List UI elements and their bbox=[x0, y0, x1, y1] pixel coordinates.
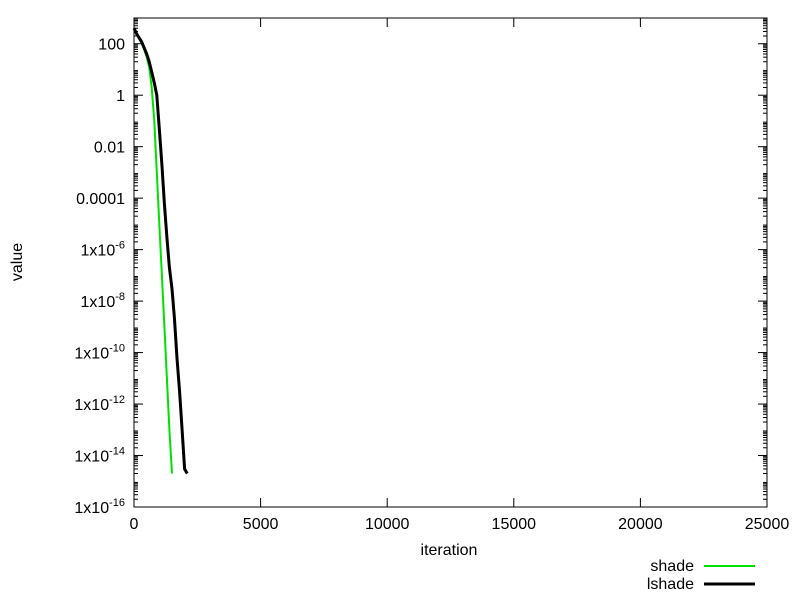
y-tick-label: 1x10-16 bbox=[74, 497, 125, 517]
y-tick-label: 1x10-8 bbox=[81, 291, 125, 311]
y-axis-label: value bbox=[9, 243, 26, 281]
y-tick-label: 1x10-6 bbox=[81, 240, 125, 260]
x-tick-label: 10000 bbox=[365, 516, 410, 533]
legend-label-lshade: lshade bbox=[647, 576, 694, 593]
legend-label-shade: shade bbox=[650, 558, 694, 575]
x-tick-label: 25000 bbox=[745, 516, 790, 533]
y-tick-label: 1 bbox=[116, 88, 125, 105]
y-tick-label: 100 bbox=[98, 37, 125, 54]
series-line-lshade bbox=[132, 27, 189, 475]
series-layer bbox=[132, 27, 189, 475]
x-tick-label: 15000 bbox=[492, 516, 537, 533]
plot-frame bbox=[133, 17, 768, 508]
x-axis-ticks: 0 5000 10000 15000 20000 25000 bbox=[130, 18, 790, 533]
y-tick-label: 0.01 bbox=[94, 140, 125, 157]
y-axis-ticks: 100 1 0.01 0.0001 1x10-6 1x10-8 1x10-10 1x10-12… bbox=[74, 18, 767, 517]
x-tick-label: 0 bbox=[130, 516, 139, 533]
x-tick-label: 5000 bbox=[243, 516, 279, 533]
y-tick-label: 1x10-14 bbox=[74, 446, 125, 466]
y-tick-label: 1x10-12 bbox=[74, 394, 125, 414]
x-axis-label: iteration bbox=[421, 542, 478, 559]
y-tick-label: 0.0001 bbox=[76, 191, 125, 208]
x-tick-label: 20000 bbox=[618, 516, 663, 533]
legend: shade lshade bbox=[647, 558, 755, 593]
y-tick-label: 1x10-10 bbox=[74, 343, 125, 363]
